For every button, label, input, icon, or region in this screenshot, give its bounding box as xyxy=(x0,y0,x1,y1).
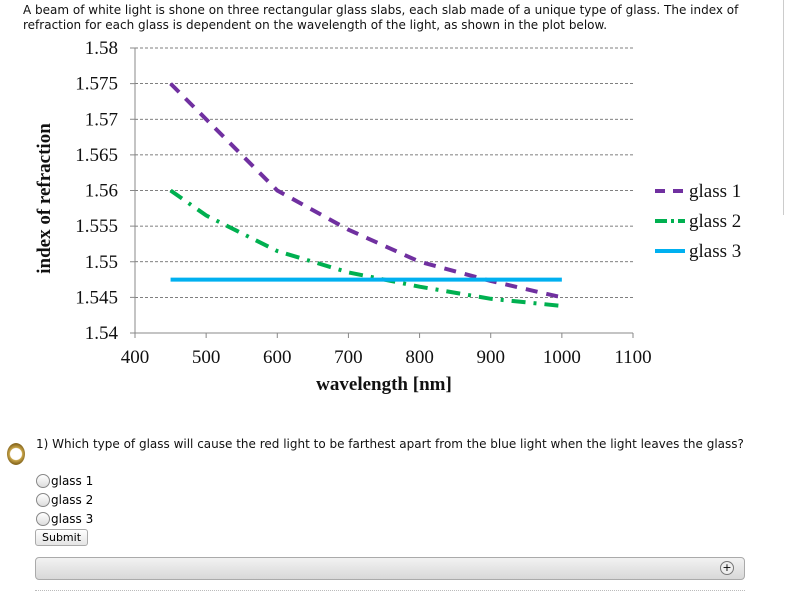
window-edge xyxy=(783,0,787,215)
option-glass-2[interactable]: glass 2 xyxy=(36,493,93,507)
legend-label: glass 1 xyxy=(689,181,741,202)
y-axis-label: index of refraction xyxy=(34,123,55,274)
x-tick-label: 700 xyxy=(334,347,363,368)
y-tick-label: 1.555 xyxy=(75,216,118,237)
y-tick-label: 1.565 xyxy=(75,145,118,166)
option-label: glass 3 xyxy=(51,512,94,526)
stopwatch-icon xyxy=(7,443,25,465)
x-tick-label: 500 xyxy=(192,347,221,368)
series-line-2 xyxy=(169,188,563,308)
x-tick-label: 1000 xyxy=(543,347,581,368)
radio-button[interactable] xyxy=(36,493,50,507)
x-tick-label: 600 xyxy=(263,347,292,368)
x-tick-label: 400 xyxy=(121,347,150,368)
x-tick-label: 900 xyxy=(476,347,505,368)
y-tick-label: 1.55 xyxy=(85,252,118,273)
refraction-chart: 1.58 1.575 1.57 1.565 1.56 1.555 1.55 1.545 1.54… xyxy=(34,38,741,395)
x-tick-label: 1100 xyxy=(614,347,651,368)
y-tick-label: 1.56 xyxy=(85,181,118,202)
option-label: glass 2 xyxy=(51,493,94,507)
radio-button[interactable] xyxy=(36,474,50,488)
y-tick-label: 1.58 xyxy=(85,38,118,59)
radio-button[interactable] xyxy=(36,512,50,526)
x-tick-label: 800 xyxy=(405,347,434,368)
intro-text: A beam of white light is shone on three … xyxy=(23,3,739,32)
y-tick-label: 1.57 xyxy=(85,109,118,130)
plus-circle-icon[interactable]: + xyxy=(720,561,734,575)
option-glass-1[interactable]: glass 1 xyxy=(36,474,93,488)
y-tick-label: 1.545 xyxy=(75,287,118,308)
divider xyxy=(35,590,745,591)
option-label: glass 1 xyxy=(51,474,94,488)
submit-button[interactable]: Submit xyxy=(35,529,89,546)
y-tick-label: 1.54 xyxy=(85,323,119,344)
option-glass-3[interactable]: glass 3 xyxy=(36,512,93,526)
question-text: 1) Which type of glass will cause the re… xyxy=(36,437,744,451)
legend-label: glass 3 xyxy=(689,241,741,262)
legend-label: glass 2 xyxy=(689,211,741,232)
y-tick-label: 1.575 xyxy=(75,74,118,95)
expand-panel[interactable]: + xyxy=(35,557,745,580)
x-axis-label: wavelength [nm] xyxy=(316,374,452,395)
